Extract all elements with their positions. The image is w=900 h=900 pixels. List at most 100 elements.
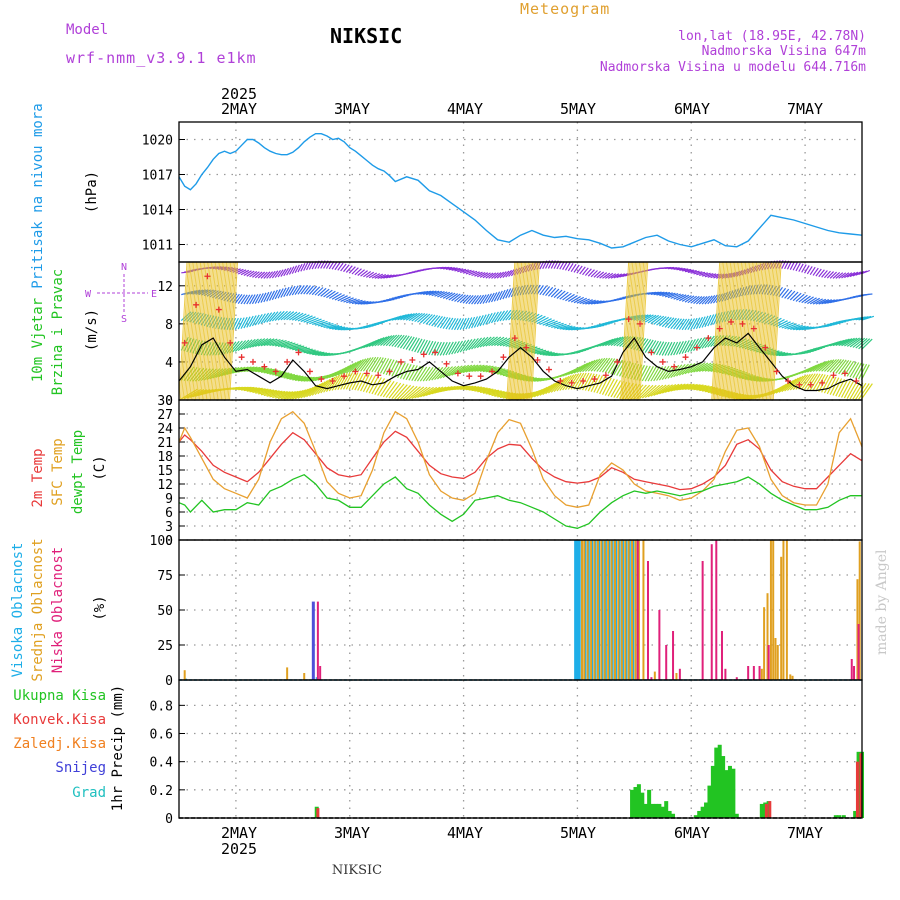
- wind-arrow: [402, 312, 415, 321]
- wind-arrow: [308, 285, 318, 295]
- wind-arrow: [266, 311, 276, 323]
- wind-arrow: [818, 299, 830, 305]
- wind-arrow: [502, 270, 510, 279]
- wind-arrow: [237, 317, 245, 330]
- wind-arrow: [275, 373, 293, 377]
- wind-arrow: [457, 364, 473, 375]
- top-day-label: 5MAY: [560, 100, 596, 118]
- wind-arrow: [277, 390, 296, 400]
- wind-arrow: [829, 377, 840, 395]
- wind-arrow: [453, 340, 464, 354]
- wind-arrow: [295, 347, 310, 351]
- wind-arrow: [698, 295, 708, 305]
- wind-arrow: [499, 289, 506, 301]
- wind-arrow: [787, 324, 800, 330]
- wind-arrow: [818, 269, 825, 278]
- strong-wind-stroke: [222, 261, 232, 401]
- wind-arrow: [860, 364, 870, 381]
- strong-wind-stroke: [194, 261, 204, 401]
- wind-arrow: [789, 375, 804, 391]
- y-tick-label: 8: [165, 318, 173, 333]
- wind-arrow: [468, 295, 477, 305]
- mid-cloud-bar: [600, 540, 603, 680]
- gust-marker: [477, 373, 484, 380]
- strong-wind-stroke: [733, 261, 743, 401]
- wind-arrow: [394, 384, 408, 400]
- wind-arrow: [786, 290, 796, 300]
- gust-marker: [215, 306, 222, 313]
- total-precip-bar: [630, 789, 635, 818]
- wind-arrow: [479, 272, 489, 278]
- wind-arrow: [656, 384, 674, 396]
- wind-arrow: [308, 382, 324, 397]
- gust-marker: [181, 339, 188, 346]
- wind-arrow: [317, 378, 331, 395]
- wind-arrow: [564, 262, 571, 271]
- wind-arrow: [289, 345, 305, 350]
- wind-arrow: [508, 269, 515, 277]
- legend-conv-rain: Konvek.Kisa: [13, 712, 106, 728]
- high-cloud-bar: [598, 540, 601, 680]
- wind-arrow: [280, 390, 299, 400]
- wind-arrow: [280, 287, 287, 298]
- y-tick-label: 0: [165, 394, 173, 409]
- wind-arrow: [320, 288, 330, 297]
- wind-arrow: [400, 313, 413, 321]
- strong-wind-stroke: [178, 261, 188, 401]
- strong-wind-stroke: [209, 261, 219, 401]
- wind-arrow: [251, 314, 260, 327]
- wind-arrow: [258, 368, 275, 373]
- wind-arrow: [382, 358, 392, 375]
- wind-arrow: [252, 389, 272, 394]
- high-cloud-bar: [184, 678, 187, 680]
- wind-arrow: [288, 266, 295, 275]
- y-tick-label: 1011: [142, 239, 173, 254]
- total-precip-bar: [647, 789, 652, 818]
- wind-arrow: [826, 271, 835, 279]
- strong-wind-stroke: [201, 261, 211, 401]
- wind-arrow: [351, 267, 359, 275]
- wind-arrow: [269, 311, 279, 322]
- wind-arrow: [613, 273, 623, 279]
- wind-arrow: [832, 271, 841, 279]
- strong-wind-stroke: [744, 261, 753, 401]
- wind-arrow: [584, 268, 592, 276]
- total-precip-bar: [714, 747, 719, 818]
- wind-arrow: [502, 309, 512, 321]
- gust-marker: [591, 376, 598, 383]
- wind-arrow: [357, 357, 369, 372]
- wind-arrow: [337, 262, 344, 271]
- top-day-label: 3MAY: [334, 100, 370, 118]
- wind-arrow: [348, 359, 362, 373]
- strong-wind-stroke: [718, 261, 728, 401]
- high-cloud-bar: [576, 540, 579, 680]
- gust-marker: [602, 372, 609, 379]
- cloud-unit: (%): [92, 595, 108, 620]
- high-cloud-bar: [315, 677, 318, 680]
- y-tick-label: 1014: [142, 204, 173, 219]
- gust-marker: [614, 358, 621, 365]
- wind-arrow: [340, 263, 347, 272]
- high-cloud-ylabel: Visoka Oblacnost: [10, 543, 26, 678]
- compass-east: E: [151, 289, 157, 300]
- strong-wind-stroke: [772, 261, 782, 401]
- wind-arrow: [439, 291, 451, 299]
- wind-arrow: [596, 271, 605, 279]
- wind-arrow: [363, 271, 372, 278]
- gust-marker: [773, 368, 780, 375]
- wind-arrow: [704, 314, 712, 328]
- gust-marker: [397, 358, 404, 365]
- wind-arrow: [272, 372, 290, 376]
- wind-arrow: [283, 267, 290, 277]
- strong-wind-stroke: [515, 261, 525, 401]
- wind-arrow: [416, 366, 428, 382]
- wind-arrow: [368, 337, 383, 348]
- wind-arrow: [792, 292, 802, 302]
- y-tick-label: 24: [157, 422, 173, 437]
- gust-marker: [420, 351, 427, 358]
- y-tick-label: 27: [157, 408, 173, 423]
- wind-arrow: [861, 269, 871, 275]
- wind-arrow: [542, 286, 551, 296]
- wind-arrow: [471, 271, 480, 277]
- wind-arrow: [607, 379, 618, 397]
